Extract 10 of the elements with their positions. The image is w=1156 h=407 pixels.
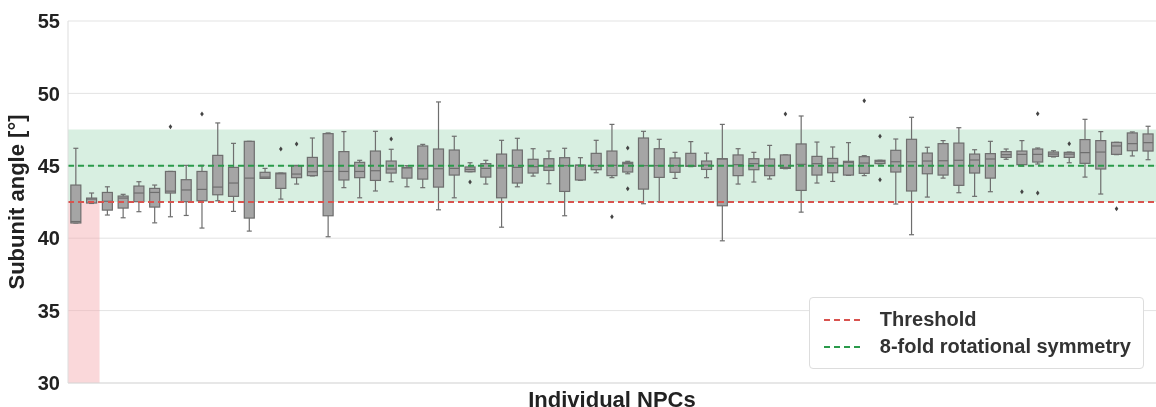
y-axis-title: Subunit angle [°]: [3, 114, 29, 290]
y-tick-label: 30: [37, 372, 60, 395]
y-tick-label: 40: [37, 227, 60, 250]
y-tick-label: 50: [37, 82, 60, 105]
y-tick-label: 45: [37, 154, 60, 177]
y-tick-label: 55: [37, 10, 60, 33]
legend-label: Threshold: [879, 308, 977, 331]
legend-label: 8-fold rotational symmetry: [879, 335, 1131, 358]
x-axis-title: Individual NPCs: [528, 387, 696, 407]
y-tick-label: 35: [37, 299, 60, 322]
